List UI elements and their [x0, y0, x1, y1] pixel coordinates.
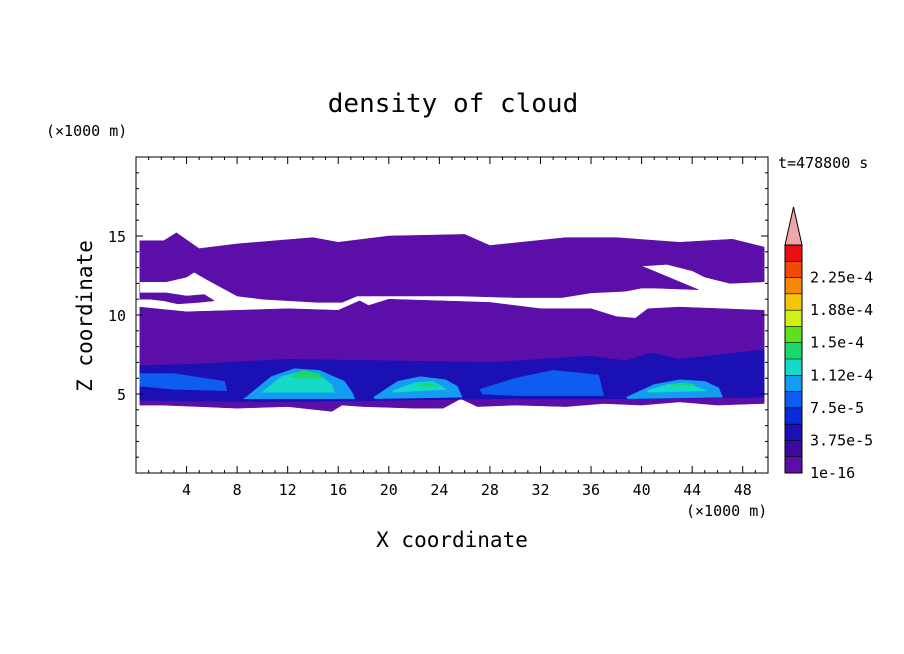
colorbar-swatch	[785, 261, 802, 278]
x-tick-label: 40	[633, 481, 651, 499]
x-tick-label: 44	[683, 481, 701, 499]
colorbar-swatch	[785, 310, 802, 327]
colorbar-swatch	[785, 245, 802, 262]
colorbar-extend-arrow	[784, 206, 803, 246]
y-tick-label: 15	[108, 228, 126, 246]
x-tick-label: 48	[734, 481, 752, 499]
x-tick-label: 24	[430, 481, 448, 499]
chart-title: density of cloud	[328, 89, 578, 119]
colorbar-swatch	[785, 342, 802, 359]
x-axis-label: X coordinate	[376, 528, 528, 552]
colorbar-tick-label: 3.75e-5	[810, 431, 873, 449]
contour-region-11	[646, 382, 708, 393]
contour-region-4	[139, 373, 228, 392]
colorbar-tick-label: 1.12e-4	[810, 366, 873, 384]
x-tick-label: 8	[233, 481, 242, 499]
colorbar-swatch	[785, 440, 802, 457]
colorbar-tick-label: 1.5e-4	[810, 334, 864, 352]
x-tick-label: 20	[380, 481, 398, 499]
contour-region-13	[416, 382, 439, 387]
y-ticks: 5 10 15	[108, 172, 768, 458]
contour-region-14	[670, 382, 695, 387]
x-ticks: 4 8 12 16 20 24 28 32 36 40 44 48	[148, 157, 756, 499]
x-tick-label: 12	[279, 481, 297, 499]
x-tick-label: 4	[182, 481, 191, 499]
y-tick-label: 10	[108, 307, 126, 325]
colorbar-swatch	[785, 375, 802, 392]
x-axis-unit: (×1000 m)	[686, 502, 767, 520]
colorbar: 1e-16 3.75e-5 7.5e-5 1.12e-4 1.5e-4 1.88e-4 2.…	[784, 206, 873, 482]
contour-region-5	[479, 370, 605, 396]
x-tick-label: 28	[481, 481, 499, 499]
contour-region-12	[289, 370, 326, 379]
colorbar-tick-label: 1.88e-4	[810, 301, 873, 319]
time-label: t=478800 s	[778, 154, 868, 172]
y-tick-label: 5	[117, 386, 126, 404]
colorbar-swatch	[785, 293, 802, 311]
colorbar-tick-label: 1e-16	[810, 464, 855, 482]
colorbar-swatch	[785, 407, 802, 425]
colorbar-swatch	[785, 391, 802, 408]
x-tick-label: 36	[582, 481, 600, 499]
colorbar-tick-label: 7.5e-5	[810, 399, 864, 417]
colorbar-swatch	[785, 277, 802, 294]
x-tick-label: 32	[531, 481, 549, 499]
y-axis-unit: (×1000 m)	[46, 122, 127, 140]
x-tick-label: 16	[329, 481, 347, 499]
colorbar-tick-label: 2.25e-4	[810, 269, 873, 287]
colorbar-swatch	[785, 456, 802, 473]
y-axis-label: Z coordinate	[73, 240, 97, 392]
colorbar-swatch	[785, 424, 802, 441]
contour-region-1	[139, 232, 765, 305]
contour-fills	[139, 232, 765, 412]
colorbar-swatch	[785, 326, 802, 343]
colorbar-swatch	[785, 359, 802, 376]
